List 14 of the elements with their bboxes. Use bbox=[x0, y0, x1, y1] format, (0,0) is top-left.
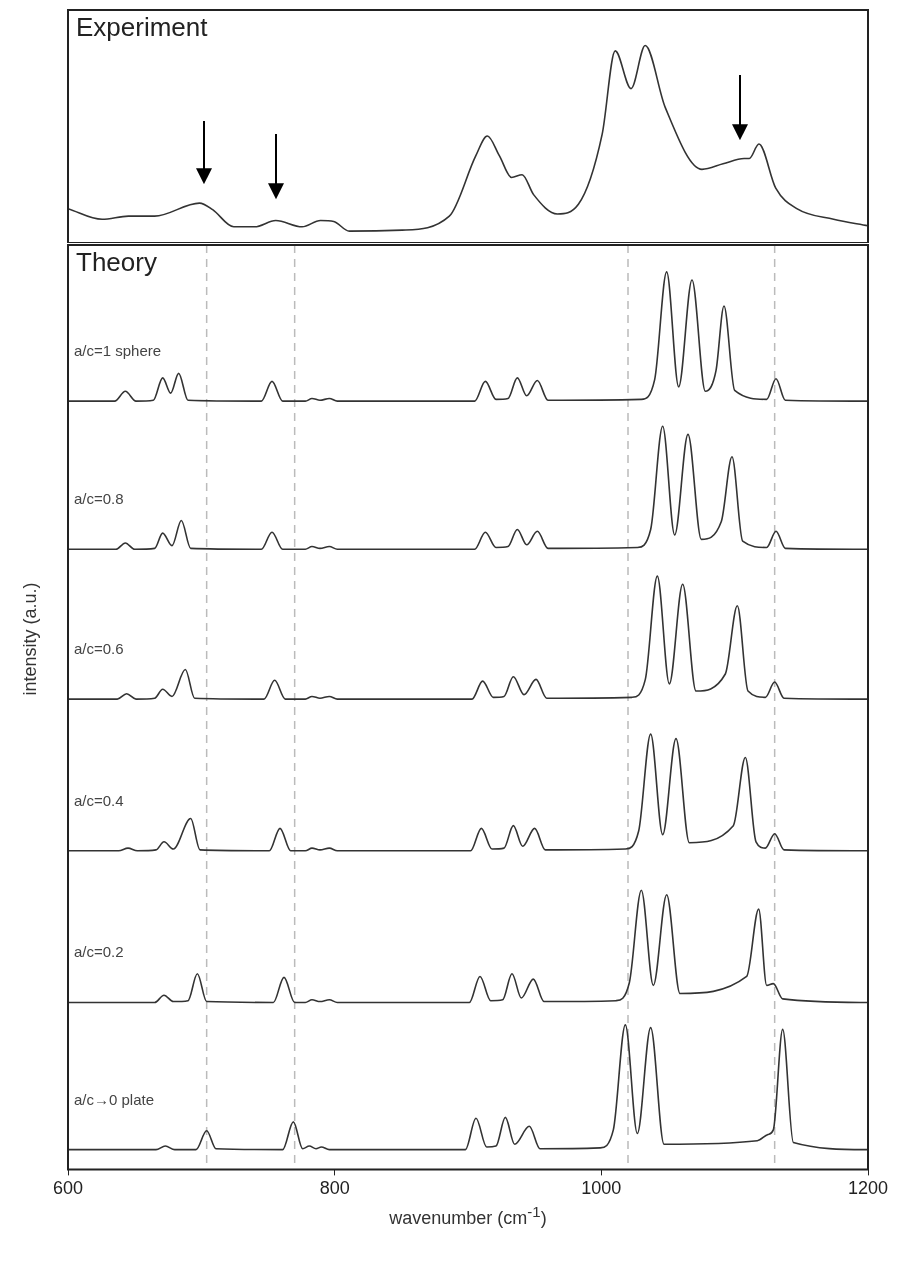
series-label: a/c=1 sphere bbox=[74, 342, 162, 360]
x-tick-label: 600 bbox=[52, 1178, 84, 1199]
text: a/c=0.4 bbox=[74, 791, 124, 809]
text: a/c=0.2 bbox=[74, 943, 124, 961]
chart-title: Experiment bbox=[76, 12, 209, 43]
x-tick-label: 1200 bbox=[847, 1178, 889, 1199]
x-tick-label: 1000 bbox=[581, 1178, 622, 1199]
text: a/c=0.6 bbox=[74, 640, 124, 658]
chart-title: Theory bbox=[76, 247, 157, 278]
y-axis-title: intensity (a.u.) bbox=[19, 582, 41, 696]
text: a/c→0 plate bbox=[74, 1090, 155, 1108]
x-axis-title: wavenumber (cm$^{-1}$) bbox=[388, 1203, 548, 1229]
x-tick-label: 800 bbox=[319, 1178, 350, 1199]
text: a/c=0.8 bbox=[74, 490, 124, 508]
